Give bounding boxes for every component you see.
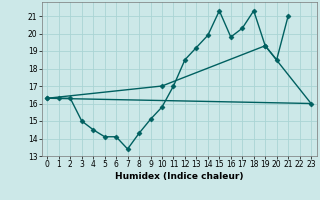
X-axis label: Humidex (Indice chaleur): Humidex (Indice chaleur) — [115, 172, 244, 181]
